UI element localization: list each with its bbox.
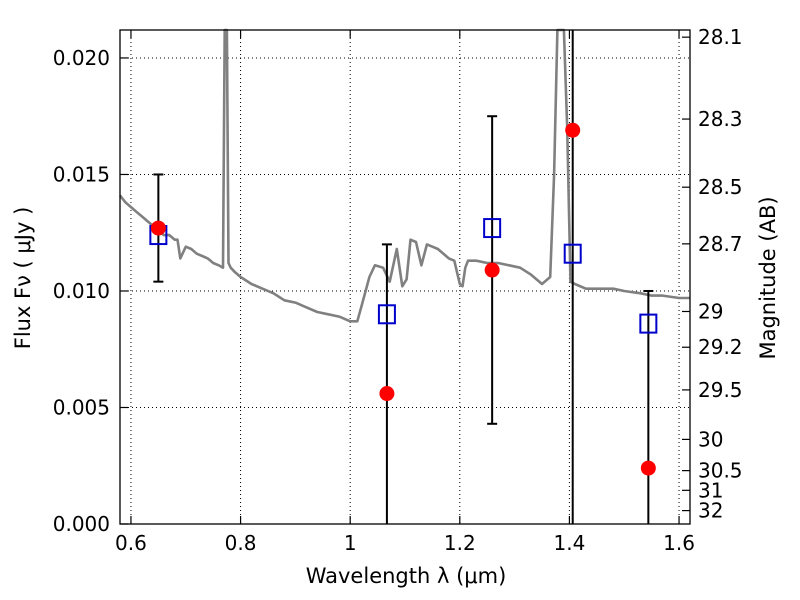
magnitude-tick-label: 28.1 [698, 25, 743, 49]
y-tick-label: 0.005 [53, 395, 110, 419]
y-tick-label: 0.020 [53, 46, 110, 70]
magnitude-tick-label: 31 [698, 478, 723, 502]
magnitude-tick-label: 28.7 [698, 232, 743, 256]
x-tick-label: 1.6 [663, 531, 695, 555]
x-tick-label: 0.6 [115, 531, 147, 555]
magnitude-tick-label: 30.5 [698, 459, 743, 483]
magnitude-tick-label: 28.3 [698, 107, 743, 131]
x-tick-labels: 0.6 0.8 1 1.2 1.4 1.6 [115, 531, 695, 555]
y-tick-label: 0.010 [53, 279, 110, 303]
grid-lines [120, 30, 690, 524]
magnitude-tick-label: 28.5 [698, 175, 743, 199]
model-photometry-square [483, 218, 502, 239]
model-photometry-squares [149, 218, 658, 334]
magnitude-tick-label: 29.2 [698, 335, 743, 359]
y-tick-labels: 0.000 0.005 0.010 0.015 0.020 [53, 46, 110, 536]
magnitude-axis-label: Magnitude (AB) [756, 196, 780, 359]
observed-flux-point [379, 386, 395, 402]
magnitude-tick-label: 30 [698, 427, 723, 451]
plot-frame [119, 29, 691, 525]
model-photometry-square [377, 304, 396, 325]
x-tick-label: 0.8 [225, 531, 257, 555]
y-axis-label: Flux Fν ( μJy ) [11, 207, 35, 350]
model-photometry-square [639, 313, 658, 334]
x-tick-label: 1.4 [554, 531, 586, 555]
x-axis-label: Wavelength λ (μm) [306, 564, 507, 588]
y-tick-label: 0.000 [53, 512, 110, 536]
magnitude-tick-label: 32 [698, 499, 723, 523]
error-bars [153, 30, 654, 524]
x-tick-label: 1 [344, 531, 357, 555]
model-photometry-square [563, 243, 582, 264]
x-tick-label: 1.2 [444, 531, 476, 555]
observed-flux-point [565, 122, 581, 138]
observed-flux-points [150, 122, 656, 476]
y-tick-label: 0.015 [53, 162, 110, 186]
observed-flux-point [150, 220, 166, 236]
observed-flux-point [640, 460, 656, 476]
observed-flux-point [484, 262, 500, 278]
axis-ticks [120, 30, 690, 525]
magnitude-tick-label: 29 [698, 299, 723, 323]
magnitude-tick-label: 29.5 [698, 378, 743, 402]
